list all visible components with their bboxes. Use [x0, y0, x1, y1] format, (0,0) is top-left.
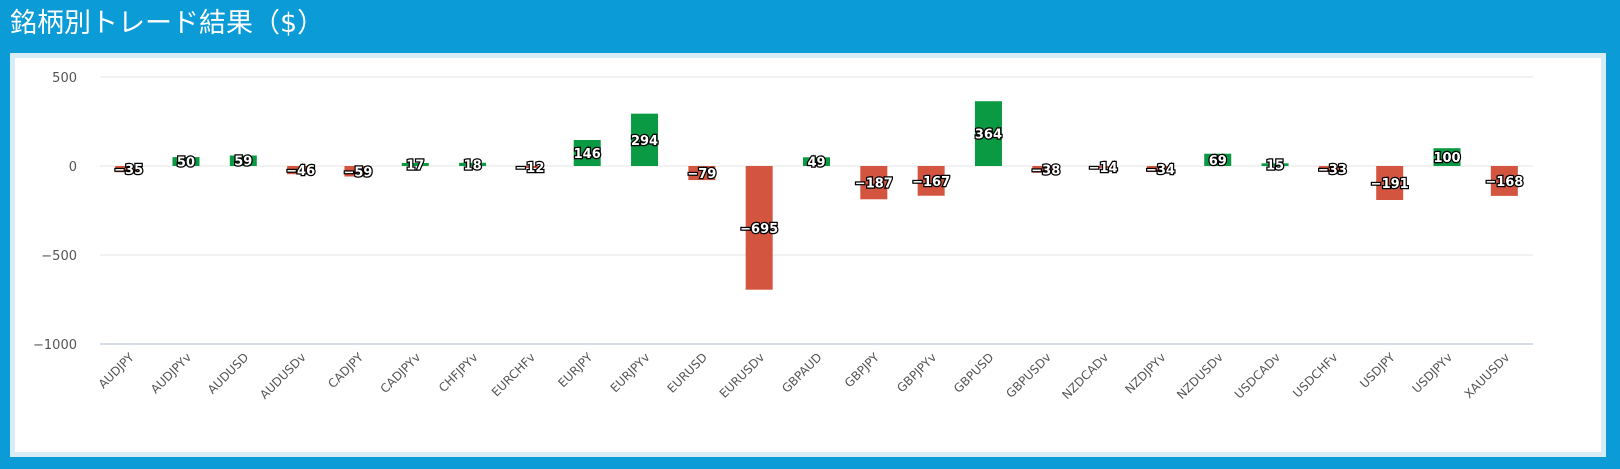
y-tick-label: −500: [41, 249, 77, 264]
bar[interactable]: [803, 157, 830, 166]
data-label: 100: [1433, 151, 1460, 166]
x-tick-label: AUDUSDv: [257, 350, 309, 402]
bar[interactable]: [287, 166, 315, 175]
data-label: −167: [912, 175, 950, 190]
bar[interactable]: [401, 162, 429, 166]
x-tick-label: EURUSDv: [717, 350, 768, 401]
data-label: 69: [1209, 154, 1227, 169]
bar[interactable]: [631, 113, 659, 166]
x-tick-label: NZDUSDv: [1174, 350, 1226, 402]
data-label: −14: [1089, 161, 1118, 176]
bars: [115, 101, 1518, 290]
x-tick-label: USDJPY: [1357, 350, 1398, 391]
data-label: −38: [1031, 163, 1060, 178]
x-tick-label: GBPUSD: [951, 350, 997, 396]
x-tick-label: GBPUSDv: [1003, 350, 1054, 401]
bar[interactable]: [1376, 166, 1404, 200]
x-tick-label: EURJPY: [555, 350, 595, 390]
x-tick-label: AUDJPYv: [148, 350, 194, 396]
data-label: −34: [1146, 163, 1175, 178]
bar[interactable]: [1032, 166, 1060, 173]
data-label: 146: [574, 147, 601, 162]
bar[interactable]: [974, 101, 1002, 166]
x-tick-label: AUDJPY: [96, 350, 138, 392]
x-tick-label: NZDJPYv: [1122, 350, 1168, 396]
data-label: 50: [177, 156, 195, 171]
x-tick-label: CADJPY: [325, 350, 366, 391]
data-label: 59: [234, 155, 252, 170]
data-label: 294: [631, 134, 658, 149]
data-labels: −35 50 59 −46 −59 17 18 −12 146 294 −79 −695 49 −187 −…: [113, 126, 1525, 238]
bar[interactable]: [344, 166, 372, 177]
x-tick-label: GBPJPY: [842, 350, 883, 391]
bar[interactable]: [688, 166, 716, 181]
bar[interactable]: [1204, 153, 1232, 166]
bar[interactable]: [1433, 148, 1461, 166]
bar[interactable]: [1261, 163, 1289, 166]
page-title: 銘柄別トレード結果（$）: [10, 8, 325, 39]
data-label: −695: [740, 222, 778, 237]
y-tick-label: −1000: [33, 338, 77, 353]
x-tick-label: EURUSD: [664, 350, 709, 395]
x-tick-label: USDCADv: [1232, 350, 1283, 401]
data-label: −191: [1371, 177, 1409, 192]
bar-chart: 500 0 −500 −1000 −35 50 59 −46 −59 17 18 −12 146 294…: [33, 71, 1533, 402]
x-tick-label: CADJPYv: [378, 350, 424, 396]
x-tick-label: NZDCADv: [1059, 350, 1111, 402]
x-tick-label: CHFJPYv: [436, 350, 481, 395]
data-label: 17: [406, 158, 424, 173]
y-tick-label: 0: [69, 160, 77, 175]
x-tick-label: GBPJPYv: [894, 350, 939, 395]
grid-lines: [100, 76, 1533, 345]
bar[interactable]: [1089, 166, 1117, 169]
bar[interactable]: [1318, 166, 1346, 172]
bar[interactable]: [745, 166, 773, 290]
data-label: −33: [1318, 163, 1347, 178]
bar[interactable]: [229, 155, 257, 166]
data-label: 18: [464, 158, 482, 173]
data-label: −59: [343, 165, 372, 180]
data-label: −187: [855, 177, 893, 192]
x-tick-label: USDJPYv: [1409, 350, 1455, 396]
x-tick-label: EURJPYv: [608, 350, 653, 395]
data-label: 364: [975, 128, 1002, 143]
x-tick-label: AUDUSD: [205, 350, 252, 397]
bar[interactable]: [860, 166, 888, 200]
y-tick-label: 500: [52, 71, 77, 86]
data-label: 15: [1266, 159, 1284, 174]
bar[interactable]: [1490, 166, 1518, 196]
x-tick-label: USDCHFv: [1290, 350, 1340, 400]
bar[interactable]: [573, 140, 601, 166]
chart-panel: 500 0 −500 −1000 −35 50 59 −46 −59 17 18 −12 146 294…: [10, 53, 1606, 457]
bar[interactable]: [516, 166, 544, 169]
y-axis: 500 0 −500 −1000: [33, 71, 77, 353]
data-label: −79: [687, 167, 716, 182]
data-label: −35: [114, 163, 143, 178]
data-label: −46: [286, 164, 315, 179]
bar[interactable]: [1146, 166, 1174, 173]
bar[interactable]: [917, 166, 945, 196]
data-label: −168: [1485, 175, 1523, 190]
bar[interactable]: [172, 157, 200, 166]
x-axis: AUDJPY AUDJPYv AUDUSD AUDUSDv CADJPY CADJPYv C…: [96, 350, 1513, 402]
bar[interactable]: [459, 162, 487, 166]
x-tick-label: GBPAUD: [779, 350, 824, 395]
x-tick-label: EURCHFv: [489, 350, 538, 399]
x-tick-label: XAUUSDv: [1462, 350, 1513, 401]
bar[interactable]: [115, 166, 143, 173]
data-label: 49: [807, 156, 825, 171]
data-label: −12: [515, 161, 544, 176]
